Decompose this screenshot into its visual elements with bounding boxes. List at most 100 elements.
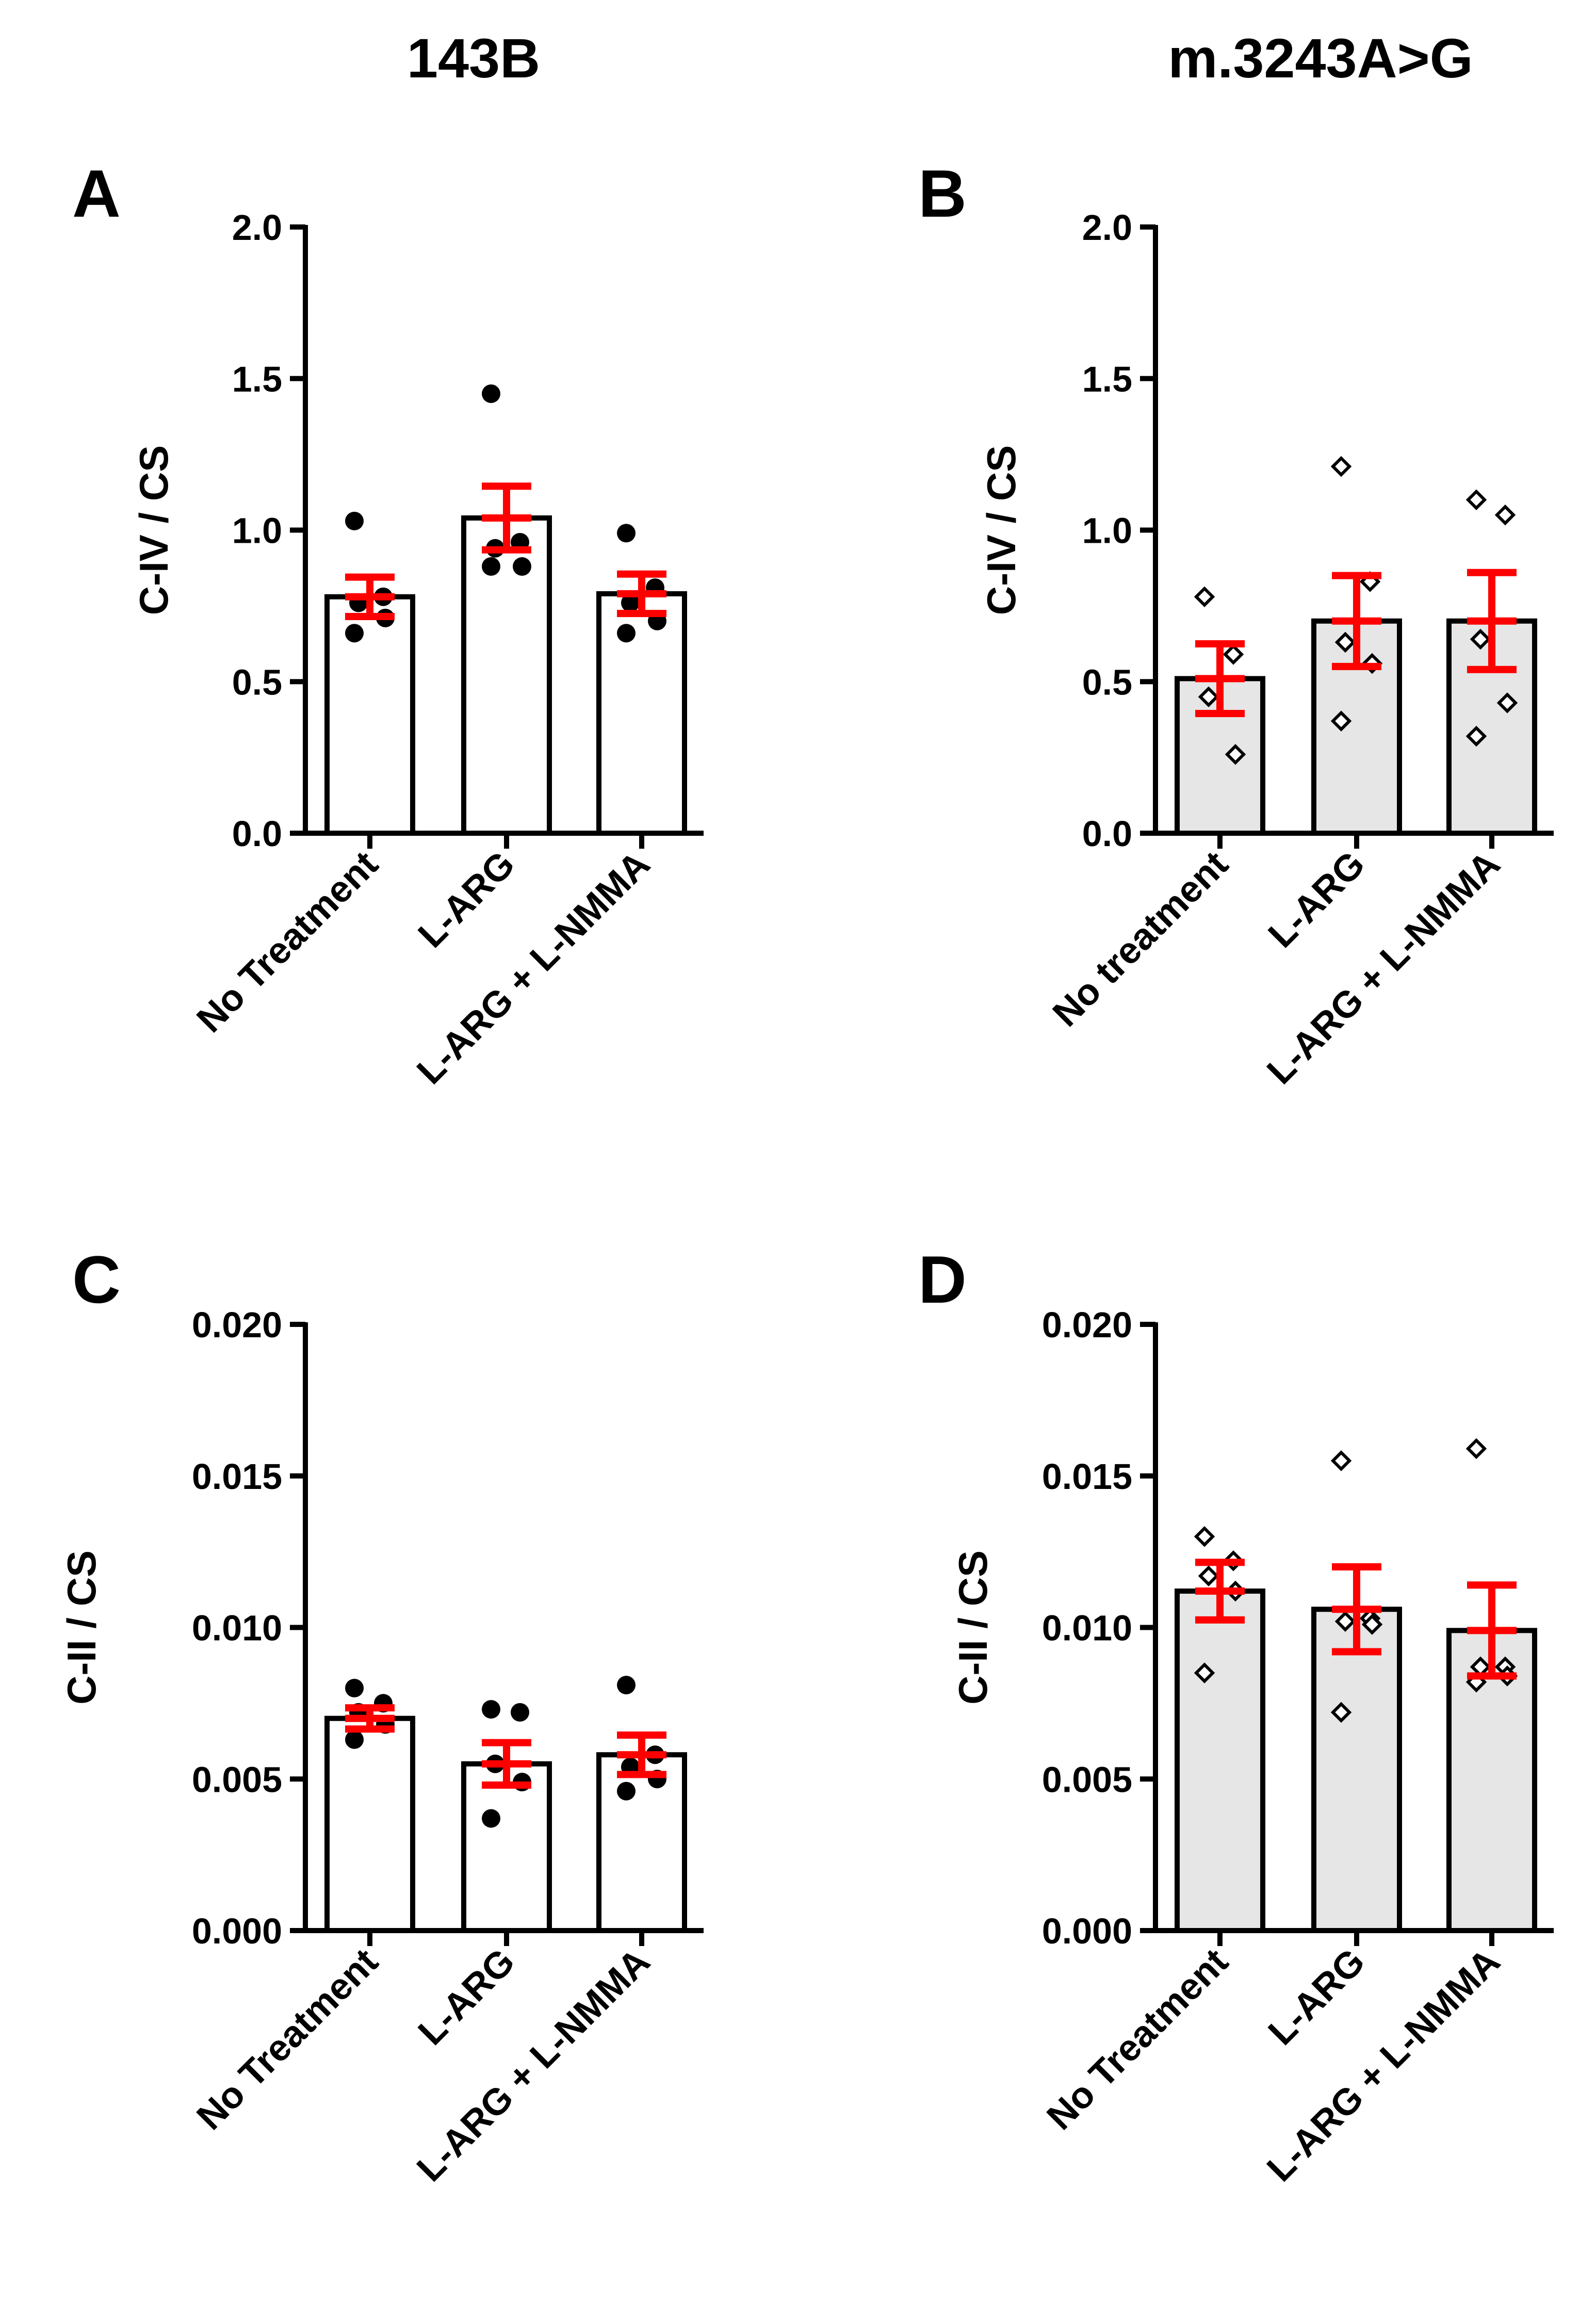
data-point-a-2-5 xyxy=(482,557,500,576)
data-point-d-1-5 xyxy=(1194,1662,1215,1683)
data-point-b-3-1 xyxy=(1465,489,1487,510)
data-point-a-2-4 xyxy=(513,557,531,576)
category-label-b-2: L-ARG xyxy=(1261,844,1373,956)
category-label-a-1: No Treatment xyxy=(189,844,386,1041)
error-bar-c-1 xyxy=(345,1704,395,1733)
y-tick-label-b-2: 1.0 xyxy=(1082,511,1132,551)
data-point-d-2-4 xyxy=(1361,1614,1383,1635)
y-tick-label-b-4: 2.0 xyxy=(1082,207,1132,248)
data-point-b-2-3 xyxy=(1334,631,1356,653)
error-bar-a-1 xyxy=(345,573,395,620)
data-point-c-3-1 xyxy=(617,1676,636,1695)
category-label-c-3: L-ARG + L-NMMA xyxy=(409,1941,658,2190)
y-tick-label-d-2: 0.010 xyxy=(1042,1608,1132,1648)
category-label-c-1: No Treatment xyxy=(189,1941,386,2138)
error-bar-b-3 xyxy=(1467,569,1517,673)
bar-c-1 xyxy=(324,1715,415,1933)
data-point-b-2-1 xyxy=(1330,456,1352,477)
bar-d-2 xyxy=(1311,1607,1402,1933)
bar-a-1 xyxy=(324,594,415,836)
data-point-d-2-3 xyxy=(1334,1611,1356,1632)
error-bar-b-2 xyxy=(1332,572,1381,670)
panel-letter-c: C xyxy=(72,1242,121,1317)
category-label-b-1: No treatment xyxy=(1045,844,1236,1035)
category-label-a-3: L-ARG + L-NMMA xyxy=(409,844,658,1092)
data-point-a-1-1 xyxy=(345,511,364,530)
y-tick-label-b-0: 0.0 xyxy=(1082,814,1132,854)
data-point-b-3-3 xyxy=(1470,628,1491,650)
y-axis-label-b: C-IV / CS xyxy=(979,445,1024,615)
bar-d-1 xyxy=(1175,1589,1265,1933)
y-tick-label-c-1: 0.005 xyxy=(192,1759,282,1800)
data-point-b-3-2 xyxy=(1494,504,1516,526)
y-tick-label-d-1: 0.005 xyxy=(1042,1759,1132,1800)
y-tick-label-c-2: 0.010 xyxy=(192,1608,282,1648)
y-tick-label-a-1: 0.5 xyxy=(232,662,282,702)
y-tick-label-a-0: 0.0 xyxy=(232,814,282,854)
data-point-d-3-1 xyxy=(1465,1438,1487,1460)
data-point-c-3-5 xyxy=(617,1781,636,1801)
panel-d: D C-II / CS 0.000 0.005 0.010 0.015 0.020 No Tr… xyxy=(918,1242,1554,2190)
data-point-b-1-2 xyxy=(1223,644,1244,665)
y-axis-label-a: C-IV / CS xyxy=(131,445,176,615)
data-point-c-2-5 xyxy=(482,1809,500,1828)
bar-c-3 xyxy=(596,1752,687,1933)
y-axis-label-c: C-II / CS xyxy=(59,1550,104,1705)
column-title-left: 143B xyxy=(407,27,540,89)
category-label-a-2: L-ARG xyxy=(411,844,523,956)
data-point-c-2-1 xyxy=(482,1700,500,1719)
panel-b: B C-IV / CS 0.0 0.5 1.0 1.5 2.0 No treatment L-A… xyxy=(918,156,1554,1092)
error-bar-a-2 xyxy=(482,482,531,554)
data-point-d-1-1 xyxy=(1194,1526,1215,1547)
data-point-a-1-5 xyxy=(345,624,364,643)
data-point-b-1-3 xyxy=(1198,686,1219,707)
data-point-a-3-3 xyxy=(621,593,640,612)
y-tick-label-c-4: 0.020 xyxy=(192,1305,282,1345)
panel-c: C C-II / CS 0.000 0.005 0.010 0.015 0.020 No Tr… xyxy=(59,1242,704,2190)
y-tick-label-a-3: 1.5 xyxy=(232,359,282,399)
panel-a: A C-IV / CS 0.0 0.5 1.0 1.5 2.0 No Treatment L-A… xyxy=(72,156,704,1092)
data-point-a-3-5 xyxy=(617,624,636,643)
data-point-b-1-4 xyxy=(1225,744,1246,765)
panel-letter-b: B xyxy=(918,156,967,231)
y-tick-label-b-3: 1.5 xyxy=(1082,359,1132,399)
panel-letter-a: A xyxy=(72,156,121,231)
data-point-c-2-2 xyxy=(511,1703,529,1722)
data-point-d-2-5 xyxy=(1330,1702,1352,1723)
panel-letter-d: D xyxy=(918,1242,967,1317)
error-bar-c-3 xyxy=(617,1731,666,1778)
bar-a-2 xyxy=(461,515,552,836)
y-tick-label-a-2: 1.0 xyxy=(232,511,282,551)
y-tick-label-d-3: 0.015 xyxy=(1042,1456,1132,1497)
column-title-right: m.3243A>G xyxy=(1168,27,1473,89)
category-label-d-1: No Treatment xyxy=(1039,1941,1236,2138)
y-tick-label-b-1: 0.5 xyxy=(1082,662,1132,702)
data-point-b-2-5 xyxy=(1330,710,1352,732)
error-bar-a-3 xyxy=(617,570,666,618)
error-bar-c-2 xyxy=(482,1739,531,1789)
category-label-d-2: L-ARG xyxy=(1261,1941,1373,2053)
error-bar-b-1 xyxy=(1195,640,1245,717)
y-tick-label-c-0: 0.000 xyxy=(192,1911,282,1951)
category-label-c-2: L-ARG xyxy=(411,1941,523,2053)
error-bar-d-3 xyxy=(1467,1581,1517,1680)
bar-a-3 xyxy=(596,591,687,836)
data-point-d-1-3 xyxy=(1198,1565,1219,1586)
bar-c-2 xyxy=(461,1761,552,1933)
error-bar-d-1 xyxy=(1195,1559,1245,1624)
category-label-d-3: L-ARG + L-NMMA xyxy=(1259,1941,1508,2190)
category-label-b-3: L-ARG + L-NMMA xyxy=(1259,844,1508,1092)
y-tick-label-c-3: 0.015 xyxy=(192,1456,282,1497)
data-point-b-3-4 xyxy=(1496,692,1518,714)
y-tick-label-a-4: 2.0 xyxy=(232,207,282,248)
charts: AC-IV / CS0.00.51.01.52.0No Treatment L-A… xyxy=(59,156,1554,2190)
data-point-b-3-5 xyxy=(1465,725,1487,747)
data-point-b-1-1 xyxy=(1194,586,1215,607)
error-bar-d-2 xyxy=(1332,1563,1381,1656)
data-point-c-1-5 xyxy=(345,1730,364,1749)
data-point-a-3-1 xyxy=(617,524,636,543)
data-point-d-2-1 xyxy=(1330,1450,1352,1471)
y-axis-label-d: C-II / CS xyxy=(950,1550,996,1705)
data-point-a-2-1 xyxy=(482,384,500,403)
